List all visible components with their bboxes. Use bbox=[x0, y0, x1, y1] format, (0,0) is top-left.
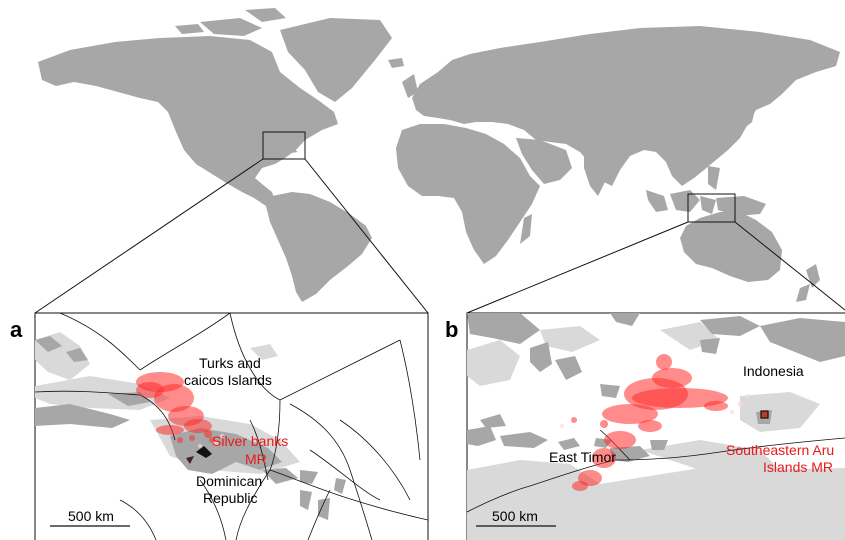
panel-a-letter: a bbox=[10, 317, 23, 342]
label-silver-banks-mr: MR bbox=[245, 451, 267, 467]
label-east-timor: East Timor bbox=[549, 449, 616, 465]
australia bbox=[680, 212, 782, 282]
scale-label-a: 500 km bbox=[68, 508, 114, 524]
label-republic: Republic bbox=[203, 490, 257, 506]
panel-b-letter: b bbox=[445, 317, 458, 342]
inset-box-caribbean bbox=[262, 131, 306, 160]
label-southeastern-aru: Southeastern Aru bbox=[726, 442, 834, 458]
label-turks-and: Turks and bbox=[199, 355, 261, 371]
label-dominican: Dominican bbox=[196, 473, 262, 489]
scale-label-b: 500 km bbox=[492, 508, 538, 524]
label-indonesia: Indonesia bbox=[743, 363, 804, 379]
label-silver-banks: Silver banks bbox=[212, 433, 288, 449]
label-caicos-islands: caicos Islands bbox=[184, 372, 272, 388]
north-america bbox=[38, 36, 338, 206]
connector-lines bbox=[34, 158, 845, 314]
tracking-points-b bbox=[571, 354, 728, 491]
south-america bbox=[266, 192, 372, 302]
label-aru-islands-mr: Islands MR bbox=[763, 459, 833, 475]
eurasia bbox=[412, 26, 840, 186]
panel-b: b Indonesia East Timor Southeastern Aru … bbox=[445, 312, 845, 540]
africa bbox=[396, 124, 540, 264]
greenland bbox=[280, 18, 392, 102]
inset-box-indonesia bbox=[687, 193, 736, 223]
tracking-points-a bbox=[136, 372, 215, 443]
world-map bbox=[38, 8, 840, 302]
panel-a: a Turks and caicos Islands Silver banks … bbox=[10, 312, 429, 540]
